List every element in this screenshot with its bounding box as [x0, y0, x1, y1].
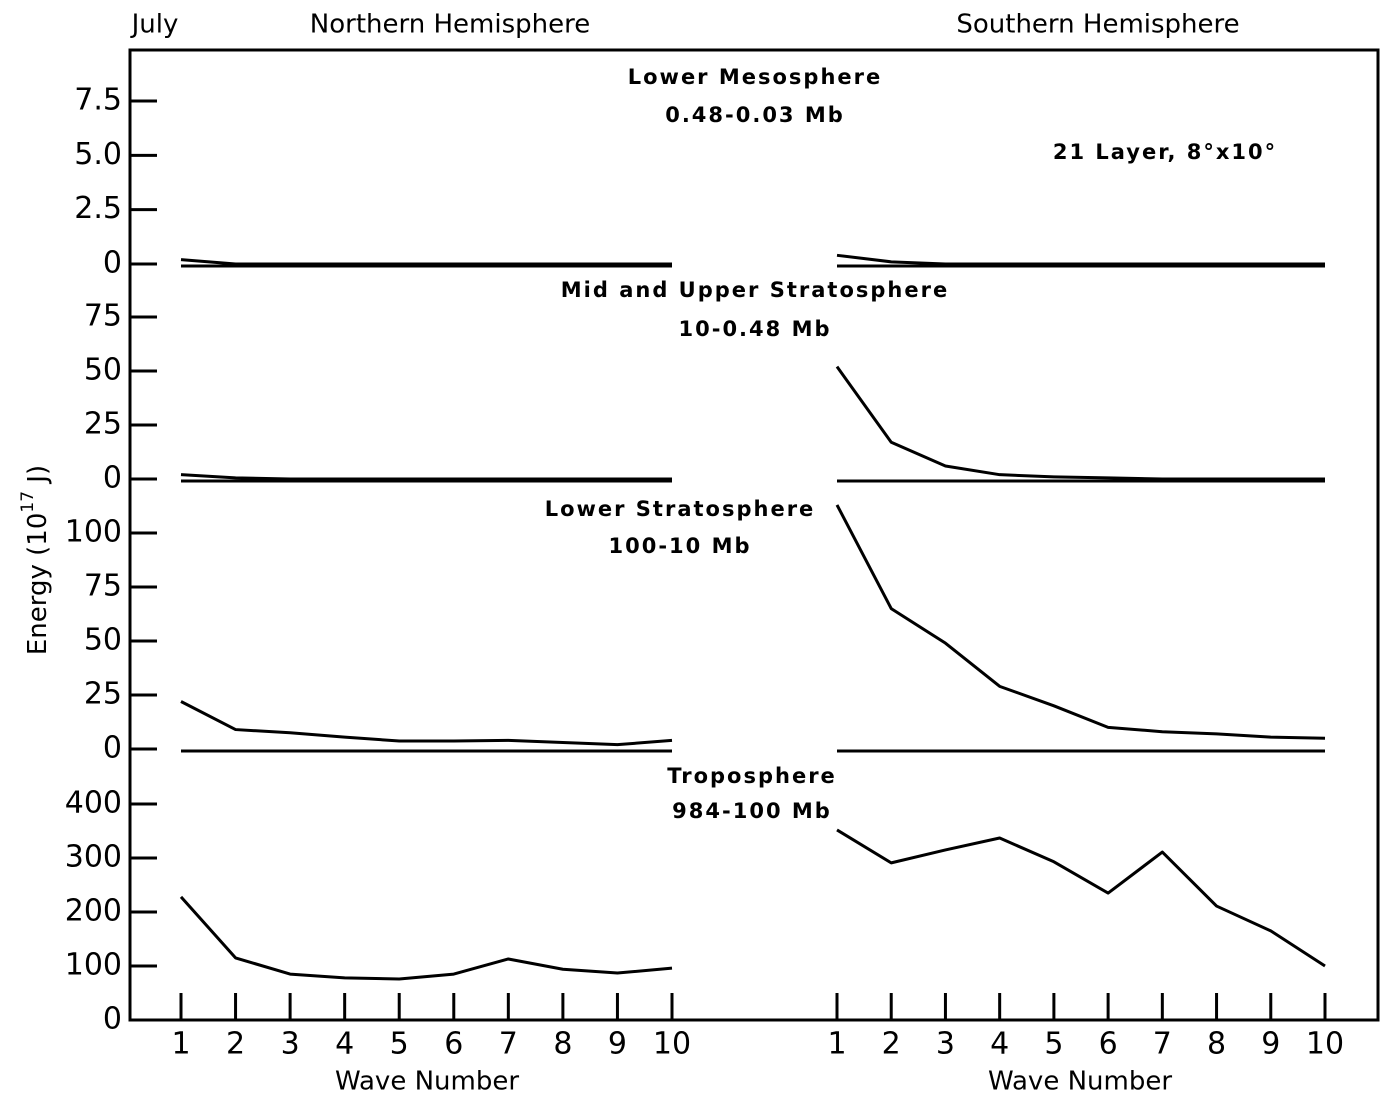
y-tick-label: 50	[84, 353, 122, 388]
x-tick-label: 5	[1044, 1027, 1063, 1062]
x-tick-label: 10	[1306, 1027, 1344, 1062]
x-tick-label: 1	[827, 1027, 846, 1062]
x-tick-label: 7	[499, 1027, 518, 1062]
x-axis-label: Wave Number	[988, 1067, 1172, 1097]
x-tick-label: 4	[335, 1027, 354, 1062]
y-tick-label: 75	[84, 299, 122, 334]
x-tick-label: 3	[281, 1027, 300, 1062]
series-line	[180, 700, 673, 747]
x-tick-label: 8	[553, 1027, 572, 1062]
x-tick-label: 9	[1261, 1027, 1280, 1062]
y-tick-label: 5.0	[74, 137, 122, 172]
y-tick-label: 100	[65, 515, 122, 550]
y-tick-label: 25	[84, 677, 122, 712]
y-tick-label: 0	[103, 1002, 122, 1037]
x-tick-label: 4	[990, 1027, 1009, 1062]
x-tick-label: 10	[653, 1027, 691, 1062]
y-tick-label: 7.5	[74, 83, 122, 118]
series-line	[180, 258, 672, 266]
y-tick-label: 100	[65, 948, 122, 983]
y-tick-label: 50	[84, 623, 122, 658]
x-tick-label: 6	[444, 1027, 463, 1062]
panel-subtitle: 0.48-0.03 Mb	[665, 103, 845, 127]
hemisphere-label: Northern Hemisphere	[310, 10, 590, 40]
x-tick-label: 2	[882, 1027, 901, 1062]
panel-title: Mid and Upper Stratosphere	[561, 278, 949, 302]
x-tick-label: 3	[936, 1027, 955, 1062]
series-line	[836, 828, 1326, 968]
panel-title: Lower Stratosphere	[545, 497, 816, 521]
panel-title: Lower Mesosphere	[628, 65, 883, 89]
series-line	[835, 365, 1325, 481]
x-tick-label: 5	[390, 1027, 409, 1062]
x-axis-label: Wave Number	[335, 1067, 519, 1097]
y-axis-label: Energy (1017 J)	[18, 465, 53, 655]
panel-subtitle: 100-10 Mb	[608, 534, 751, 558]
month-label: July	[130, 10, 179, 40]
y-axis-label-part: Energy (10	[23, 513, 53, 656]
y-tick-label: 300	[65, 840, 122, 875]
hemisphere-label: Southern Hemisphere	[956, 10, 1239, 40]
y-tick-label: 75	[84, 569, 122, 604]
x-tick-label: 8	[1207, 1027, 1226, 1062]
y-axis-label-part: J)	[23, 465, 53, 491]
x-tick-label: 2	[226, 1027, 245, 1062]
y-tick-label: 0	[103, 731, 122, 766]
panel-subtitle: 10-0.48 Mb	[679, 317, 832, 341]
x-tick-label: 1	[171, 1027, 190, 1062]
x-tick-label: 7	[1153, 1027, 1172, 1062]
series-line	[835, 504, 1326, 740]
y-tick-label: 2.5	[74, 191, 122, 226]
series-line	[179, 895, 673, 981]
y-tick-label: 0	[103, 246, 122, 281]
y-axis-label-exponent: 17	[18, 491, 38, 513]
x-tick-label: 6	[1099, 1027, 1118, 1062]
y-tick-label: 0	[103, 461, 122, 496]
x-tick-label: 9	[608, 1027, 627, 1062]
series-line	[836, 253, 1325, 266]
plot-frame	[128, 48, 1380, 1022]
y-tick-label: 400	[65, 786, 122, 821]
series-line	[180, 473, 672, 481]
y-tick-label: 25	[84, 407, 122, 442]
panel-title: Troposphere	[667, 764, 837, 788]
panel-subtitle: 984-100 Mb	[672, 799, 832, 823]
y-tick-label: 200	[65, 894, 122, 929]
annotation: 21 Layer, 8°x10°	[1053, 140, 1277, 164]
